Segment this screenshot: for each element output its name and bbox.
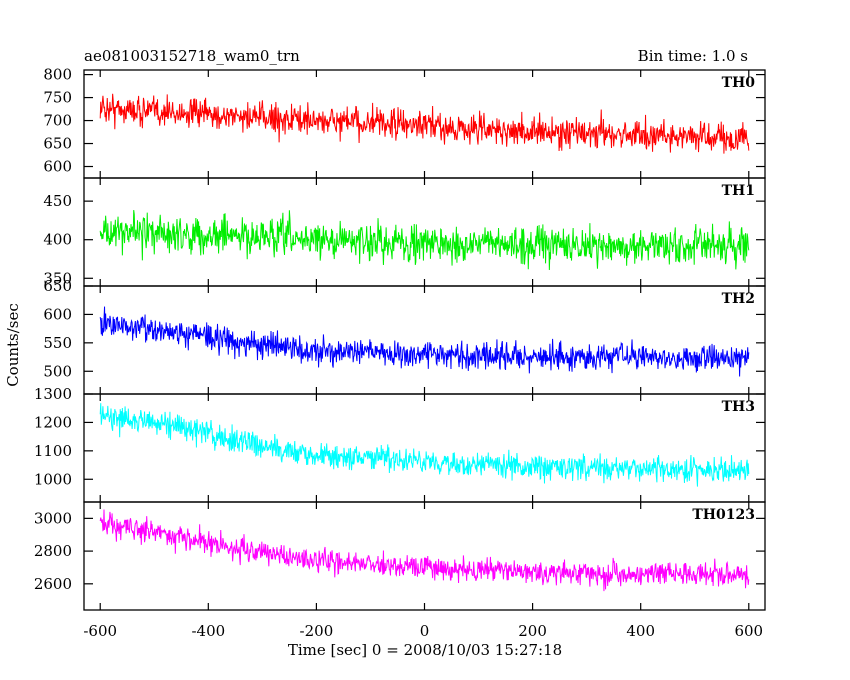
y-tick-label: 550 — [43, 334, 72, 352]
panel-th2: 500 550 600 650 TH2 — [43, 277, 766, 395]
series-line-th0 — [99, 93, 750, 154]
y-tick-label: 750 — [43, 89, 72, 107]
chart-title-right: Bin time: 1.0 s — [638, 47, 748, 65]
y-tick-label: 350 — [43, 269, 72, 287]
panel-label: TH0 — [722, 75, 756, 91]
y-tick-label: 600 — [43, 305, 72, 323]
series-line-th2 — [99, 306, 750, 377]
x-tick-label: 600 — [734, 622, 763, 640]
panel-th0123: 2600 2800 3000 TH0123 — [34, 501, 766, 611]
y-tick-label: 2800 — [34, 542, 72, 560]
panel-label: TH0123 — [692, 507, 755, 523]
x-tick-label: 400 — [626, 622, 655, 640]
y-tick-label: 500 — [43, 362, 72, 380]
panel-th3: 1000 1100 1200 1300 TH3 — [34, 385, 766, 503]
panel-label: TH1 — [722, 183, 755, 199]
y-tick-label: 800 — [43, 66, 72, 84]
series-line-th0123 — [99, 509, 750, 592]
y-tick-label: 1300 — [34, 385, 72, 403]
x-tick-label: -400 — [191, 622, 225, 640]
chart-title-left: ae081003152718_wam0_trn — [84, 47, 300, 65]
y-tick-label: 600 — [43, 158, 72, 176]
panel-frame — [83, 393, 766, 503]
x-tick-label: 200 — [518, 622, 547, 640]
x-axis-label: Time [sec] 0 = 2008/10/03 15:27:18 — [288, 641, 562, 659]
y-tick-label: 400 — [43, 231, 72, 249]
series-line-th3 — [99, 403, 750, 487]
x-tick-label: 0 — [420, 622, 430, 640]
panel-th1: 350 400 450 TH1 — [43, 177, 766, 287]
y-tick-label: 2600 — [34, 575, 72, 593]
y-tick-label: 650 — [43, 277, 72, 295]
y-tick-label: 1100 — [34, 442, 72, 460]
panel-th0: 600 650 700 750 800 TH0 — [43, 66, 766, 179]
panel-label: TH2 — [722, 291, 755, 307]
series-line-th1 — [99, 210, 750, 270]
y-tick-label: 650 — [43, 135, 72, 153]
y-tick-label: 450 — [43, 192, 72, 210]
y-tick-label: 1200 — [34, 413, 72, 431]
y-tick-label: 700 — [43, 112, 72, 130]
y-tick-label: 1000 — [34, 470, 72, 488]
panel-label: TH3 — [722, 399, 755, 415]
x-tick-label: -600 — [83, 622, 117, 640]
panel-frame — [83, 501, 766, 611]
y-tick-label: 3000 — [34, 509, 72, 527]
y-axis-label: Counts/sec — [4, 303, 22, 387]
x-tick-label: -200 — [300, 622, 334, 640]
